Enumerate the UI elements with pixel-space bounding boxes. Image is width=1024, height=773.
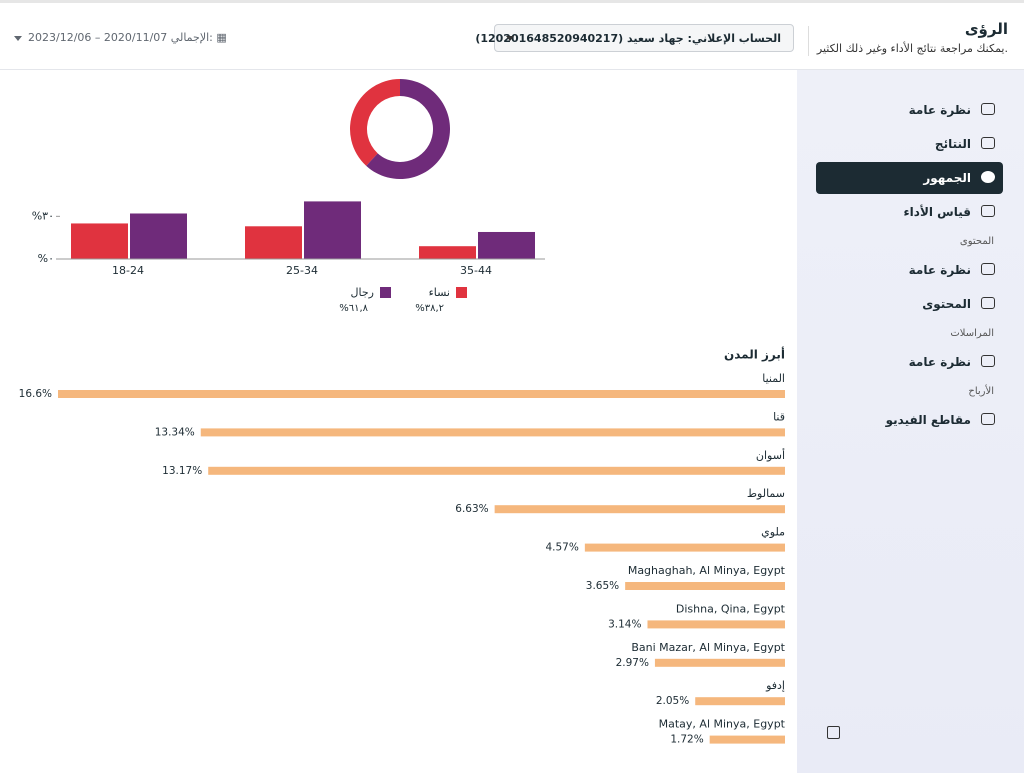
nav-label: الجمهور xyxy=(923,171,971,185)
collapse-button[interactable] xyxy=(827,726,840,739)
nav-label: نظرة عامة xyxy=(908,263,971,277)
section-title: المحتوى xyxy=(959,236,994,247)
city-bar xyxy=(58,390,785,398)
nav-icon xyxy=(981,297,995,309)
donut-segment xyxy=(366,79,450,179)
donut-segment xyxy=(349,79,400,166)
nav-icon xyxy=(981,355,995,367)
page-subtitle: يمكنك مراجعة نتائج الأداء وغير ذلك الكثي… xyxy=(816,42,1008,55)
city-name: Bani Mazar, Al Minya, Egypt xyxy=(631,641,785,654)
city-name: إدفو xyxy=(765,679,785,692)
city-name: سمالوط xyxy=(747,487,785,500)
city-bar xyxy=(584,543,785,552)
city-value: 3.14% xyxy=(608,618,641,630)
bar xyxy=(304,201,361,259)
nav-icon xyxy=(981,205,995,217)
dropdown-arrow xyxy=(506,36,514,41)
section-title: أبرز المدن xyxy=(724,347,785,362)
y-tick-label: %٣٠ xyxy=(32,209,54,222)
city-name: قنا xyxy=(773,410,785,423)
bar xyxy=(245,226,302,259)
nav-label: نظرة عامة xyxy=(908,103,971,117)
legend-swatch xyxy=(380,287,391,298)
city-value: 3.65% xyxy=(586,580,619,592)
nav-label: النتائج xyxy=(934,137,971,151)
city-bar xyxy=(208,466,785,475)
city-bar xyxy=(494,505,785,514)
city-value: 4.57% xyxy=(545,542,578,554)
x-tick-label: 25-34 xyxy=(286,264,318,277)
y-tick-label: %٠ xyxy=(38,252,54,265)
nav-label: قياس الأداء xyxy=(903,205,971,219)
sidebar: نظرة عامة النتائج الجمهور قياس الأداء المحتو… xyxy=(797,70,1024,773)
city-value: 1.72% xyxy=(670,734,703,746)
city-name: المنيا xyxy=(762,372,785,385)
city-value: 2.97% xyxy=(616,657,649,669)
date-range-selector[interactable]: 2023/12/06 – 2020/11/07 الإجمالي: ▦ xyxy=(14,31,227,44)
city-bar xyxy=(709,735,785,744)
nav-item[interactable]: الجمهور xyxy=(816,162,1003,194)
date-range: 2023/12/06 – 2020/11/07 xyxy=(28,31,168,44)
section-title: المراسلات xyxy=(950,328,994,339)
city-value: 13.34% xyxy=(155,426,195,438)
city-name: Maghaghah, Al Minya, Egypt xyxy=(628,564,786,577)
audience-content: %٠ %٣٠ 18-24 25-34 35-44 نساء %٣٨,٢ رجال %٦١,٨ أب… xyxy=(19,79,786,746)
nav-item[interactable]: نظرة عامة xyxy=(816,254,1003,286)
city-value: 6.63% xyxy=(455,503,488,515)
x-tick-label: 35-44 xyxy=(460,264,492,277)
account-label: الحساب الإعلاني: جهاد سعيد (120201648520… xyxy=(475,32,781,45)
legend-swatch xyxy=(456,287,467,298)
city-bar xyxy=(654,658,785,667)
nav-item[interactable]: النتائج xyxy=(816,128,1003,160)
nav-icon xyxy=(981,137,995,149)
nav-label: مقاطع الفيديو xyxy=(885,413,971,427)
bar xyxy=(419,246,476,259)
city-bar xyxy=(200,428,786,437)
page-title: الرؤى xyxy=(964,20,1008,38)
nav-icon xyxy=(981,263,995,275)
bar xyxy=(478,231,535,259)
x-tick-label: 18-24 xyxy=(112,264,144,277)
nav-item[interactable]: المحتوى xyxy=(816,288,1003,320)
account-selector[interactable]: الحساب الإعلاني: جهاد سعيد (120201648520… xyxy=(475,24,794,52)
city-value: 16.6% xyxy=(19,388,52,400)
dropdown-arrow xyxy=(14,35,22,41)
city-bar xyxy=(695,697,785,706)
city-name: ملوي xyxy=(761,526,785,539)
nav-label: المحتوى xyxy=(922,297,971,311)
nav-item[interactable]: نظرة عامة xyxy=(816,346,1003,378)
nav-icon xyxy=(981,413,995,425)
nav-icon xyxy=(981,171,995,183)
city-name: Matay, Al Minya, Egypt xyxy=(659,718,786,731)
legend-label: نساء xyxy=(429,286,450,299)
city-name: Dishna, Qina, Egypt xyxy=(676,602,786,615)
city-bar xyxy=(625,582,785,590)
bar xyxy=(130,213,187,259)
header: الرؤى يمكنك مراجعة نتائج الأداء وغير ذلك… xyxy=(0,6,1024,70)
legend-label: رجال xyxy=(351,286,374,299)
separator xyxy=(808,26,809,56)
nav-icon xyxy=(981,103,995,115)
city-value: 2.05% xyxy=(656,695,689,707)
city-bar xyxy=(647,620,785,629)
nav-item[interactable]: قياس الأداء xyxy=(816,196,1003,228)
section-title: الأرباح xyxy=(968,386,994,397)
nav-item[interactable]: مقاطع الفيديو xyxy=(816,404,1003,436)
nav-item[interactable]: نظرة عامة xyxy=(816,94,1003,126)
city-name: أسوان xyxy=(756,448,785,462)
nav-label: نظرة عامة xyxy=(908,355,971,369)
legend-value: %٦١,٨ xyxy=(339,303,368,314)
bar xyxy=(71,223,128,259)
city-value: 13.17% xyxy=(162,465,202,477)
legend-value: %٣٨,٢ xyxy=(415,303,444,314)
total-label: الإجمالي: xyxy=(170,31,213,44)
